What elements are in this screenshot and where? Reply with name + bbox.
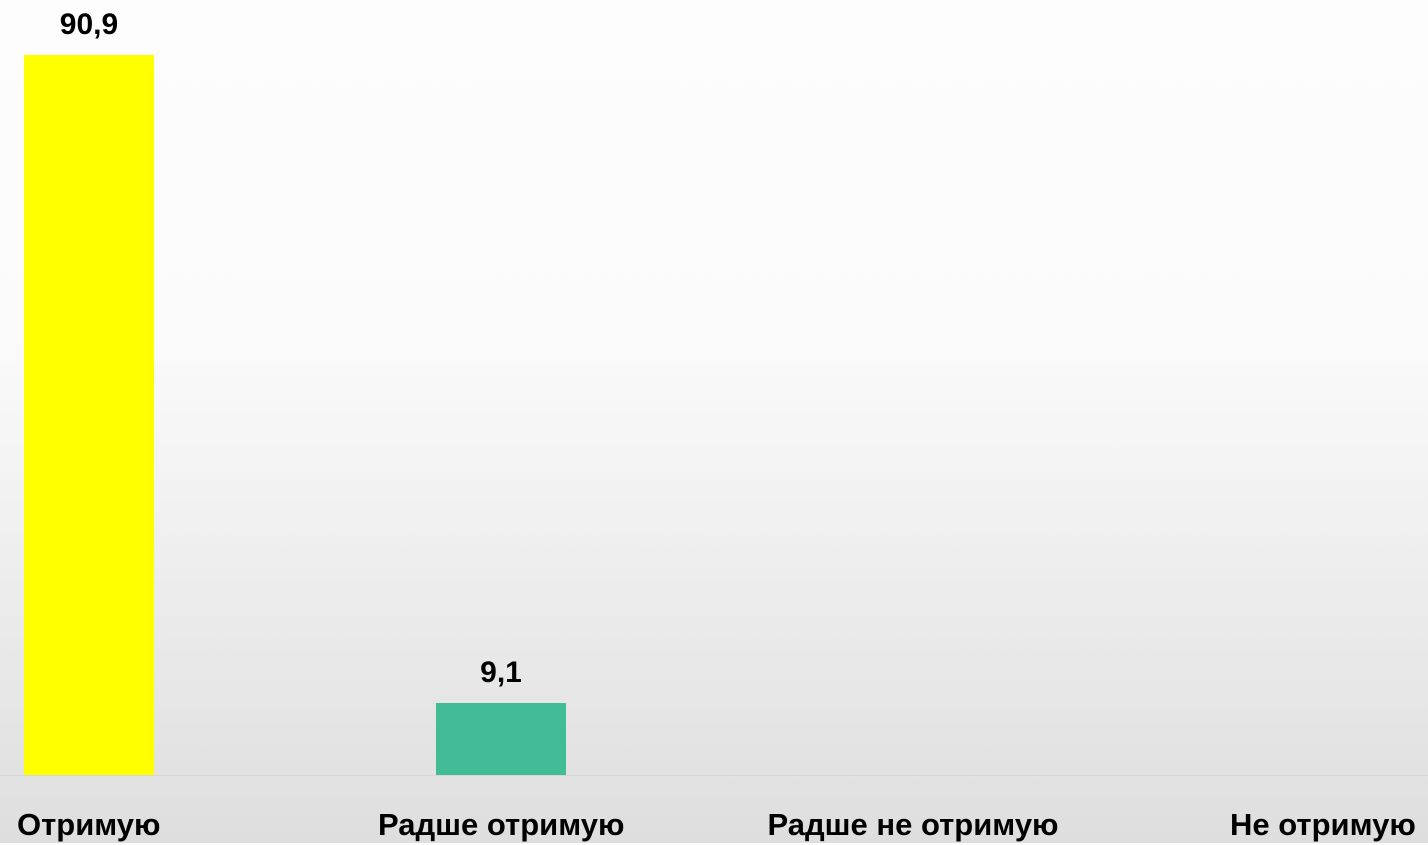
bar-otrymuiu [24,55,154,775]
data-label-otrymuiu: 90,9 [59,8,119,41]
x-axis-line [0,775,1428,776]
category-label-ne-otrymuiu: Не отримую [1230,807,1416,842]
bar-radshe-otrymuiu [436,703,566,775]
data-label-radshe-otrymuiu: 9,1 [480,656,522,689]
category-label-radshe-otrymuiu: Радше отримую [378,807,625,842]
category-label-otrymuiu: Отримую [17,807,161,842]
category-label-radshe-ne-otrymuiu: Радше не отримую [767,807,1059,842]
